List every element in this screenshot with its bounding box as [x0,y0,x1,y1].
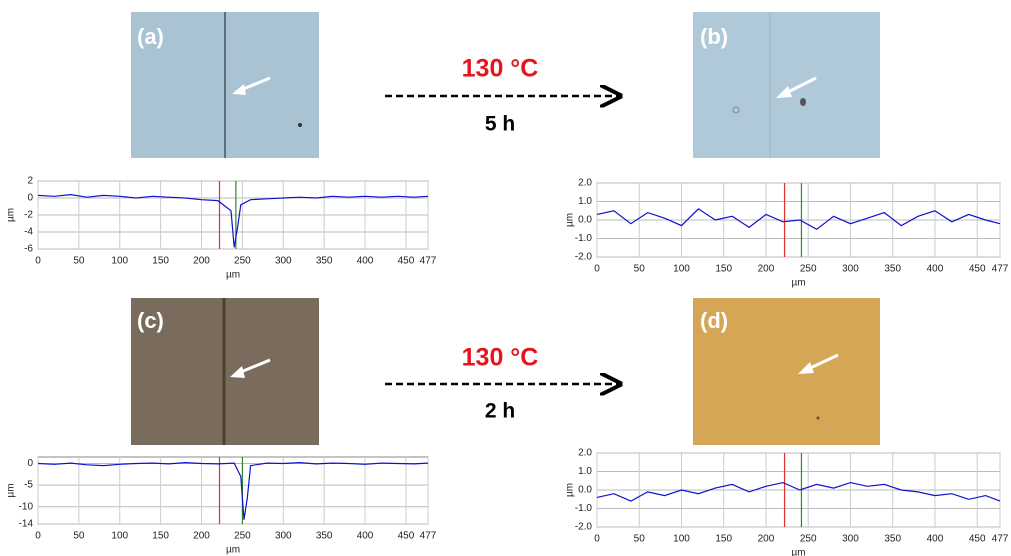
x-tick-label: 0 [594,534,600,545]
y-tick-label: -14 [19,519,34,530]
panel-label: (a) [137,24,164,49]
panel-label: (c) [137,308,164,333]
x-tick-label: 0 [594,264,600,275]
process-arrow: 130 °C 2 h [385,344,620,423]
profile-line [37,461,429,520]
plot-area [37,456,429,525]
x-tick-label: 200 [193,256,210,267]
x-tick-label: 250 [234,531,251,542]
x-tick-label: 150 [715,534,732,545]
y-tick-label: -2 [24,210,33,221]
x-tick-label: 250 [234,256,251,267]
x-tick-label: 150 [715,264,732,275]
y-tick-label: -2.0 [575,252,593,263]
y-tick-label: 2.0 [578,178,592,189]
x-tick-label: 200 [758,264,775,275]
panel-label: (d) [700,308,728,333]
x-tick-label: 300 [842,264,859,275]
x-tick-label: 400 [927,264,944,275]
x-tick-label: 100 [673,534,690,545]
x-tick-label: 477 [992,264,1009,275]
y-axis-label: µm [6,483,17,497]
micrograph: (a) [131,12,319,158]
temperature: 130 °C [462,55,539,83]
y-tick-label: -1.0 [575,503,593,514]
x-tick-label: 250 [800,534,817,545]
x-tick-label: 450 [398,256,415,267]
y-tick-label: -2.0 [575,522,593,533]
x-tick-label: 350 [884,534,901,545]
y-tick-label: 1.0 [578,196,592,207]
profile-chart: -14 -10 -5 0 0 50 100 150 200 250 300 350 400 450 477 µ… [6,456,437,556]
micrograph: (d) [693,298,880,445]
x-tick-label: 150 [152,531,169,542]
x-tick-label: 350 [316,256,333,267]
y-tick-label: -10 [19,501,34,512]
x-tick-label: 300 [275,531,292,542]
x-tick-label: 50 [73,531,85,542]
x-axis-label: µm [791,548,805,556]
duration: 5 h [485,113,515,136]
x-tick-label: 300 [275,256,292,267]
profile-line [596,208,1001,231]
y-tick-label: 2.0 [578,448,592,459]
x-tick-label: 450 [398,531,415,542]
x-tick-label: 100 [111,531,128,542]
duration: 2 h [485,400,515,423]
x-tick-label: 350 [884,264,901,275]
x-tick-label: 477 [420,256,437,267]
x-tick-label: 50 [634,534,646,545]
profile-chart: -2.0 -1.0 0.0 1.0 2.0 0 50 100 150 200 250 300 350 40… [565,178,1009,289]
x-axis-label: µm [226,545,240,556]
micrograph: (b) [693,12,880,158]
x-tick-label: 350 [316,531,333,542]
x-tick-label: 400 [357,256,374,267]
x-tick-label: 477 [420,531,437,542]
x-tick-label: 200 [758,534,775,545]
x-tick-label: 100 [673,264,690,275]
y-tick-label: 1.0 [578,466,592,477]
x-tick-label: 400 [927,534,944,545]
x-tick-label: 477 [992,534,1009,545]
y-tick-label: 2 [27,176,33,187]
x-axis-label: µm [226,270,240,281]
profile-chart: -6 -4 -2 0 2 0 50 100 150 200 250 300 350 400 450 477 µm… [6,176,437,281]
x-tick-label: 50 [634,264,646,275]
y-tick-label: 0.0 [578,485,592,496]
panel-label: (b) [700,24,728,49]
y-tick-label: 0 [27,193,33,204]
y-axis-label: µm [565,483,576,497]
profile-line [596,481,1001,502]
y-tick-label: 0 [27,458,33,469]
micrograph: (c) [131,298,319,445]
x-tick-label: 400 [357,531,374,542]
x-tick-label: 0 [35,531,41,542]
y-tick-label: -4 [24,227,33,238]
x-tick-label: 450 [969,534,986,545]
x-tick-label: 450 [969,264,986,275]
x-tick-label: 250 [800,264,817,275]
y-tick-label: -5 [24,480,33,491]
y-tick-label: -6 [24,244,33,255]
y-axis-label: µm [6,208,17,222]
x-tick-label: 150 [152,256,169,267]
x-tick-label: 200 [193,531,210,542]
y-axis-label: µm [565,213,576,227]
x-tick-label: 100 [111,256,128,267]
profile-line [37,193,429,248]
profile-chart: -2.0 -1.0 0.0 1.0 2.0 0 50 100 150 200 250 300 350 40… [565,448,1009,556]
x-axis-label: µm [791,278,805,289]
y-tick-label: 0.0 [578,215,592,226]
y-tick-label: -1.0 [575,233,593,244]
process-arrow: 130 °C 5 h [385,55,620,136]
x-tick-label: 300 [842,534,859,545]
x-tick-label: 0 [35,256,41,267]
x-tick-label: 50 [73,256,85,267]
temperature: 130 °C [462,344,539,372]
